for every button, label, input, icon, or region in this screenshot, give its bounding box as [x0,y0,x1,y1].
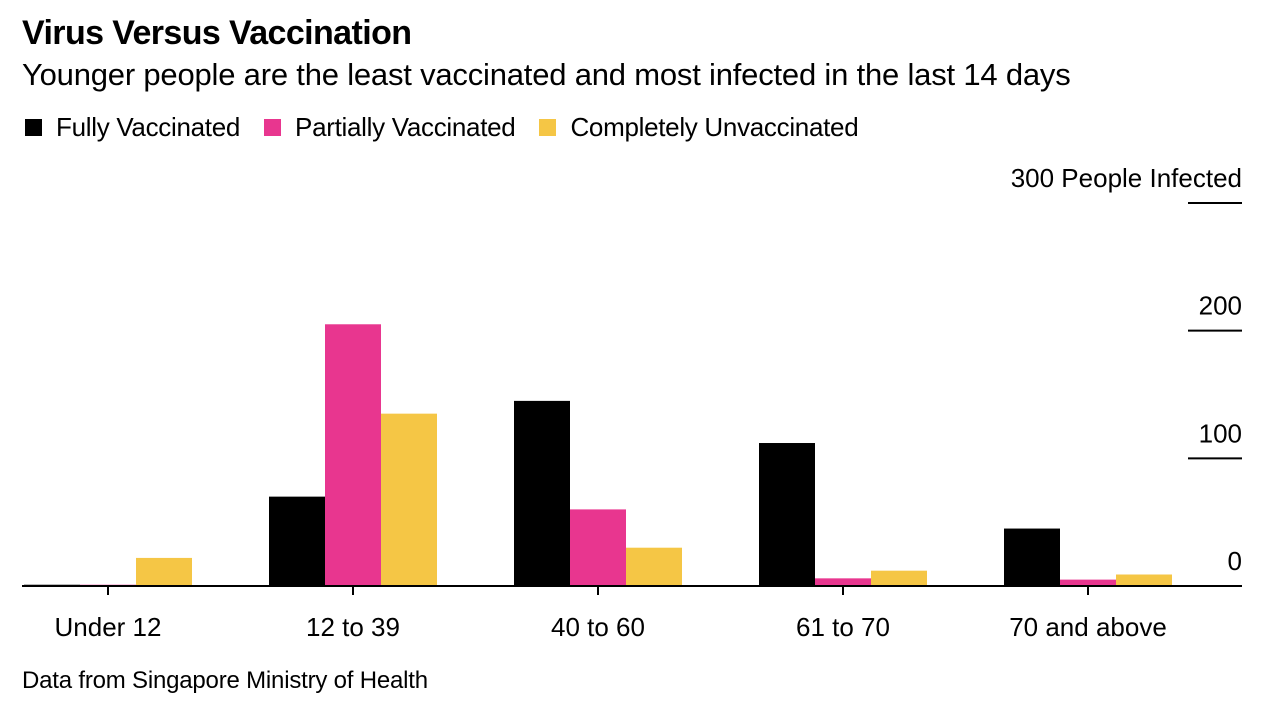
bar-completely-unvaccinated [136,557,192,586]
bar-fully-vaccinated [514,400,570,586]
bar-completely-unvaccinated [1116,574,1172,586]
x-tick-label: Under 12 [55,612,162,642]
bar-partially-vaccinated [815,578,871,586]
bar-group [759,443,927,586]
bar-completely-unvaccinated [626,547,682,586]
bar-fully-vaccinated [269,496,325,586]
x-tick-label: 70 and above [1009,612,1167,642]
bar-completely-unvaccinated [871,570,927,586]
chart-subtitle: Younger people are the least vaccinated … [22,57,1071,92]
legend-item-completely-unvaccinated: Completely Unvaccinated [539,112,859,143]
legend-label: Partially Vaccinated [295,112,516,142]
y-axis: 0 100 200 300 People Infected [1011,163,1242,576]
x-tick-label: 12 to 39 [306,612,400,642]
legend: Fully Vaccinated Partially Vaccinated Co… [25,112,882,143]
x-tick-label: 40 to 60 [551,612,645,642]
bar-partially-vaccinated [1060,579,1116,586]
bar-group [1004,528,1172,586]
legend-label: Completely Unvaccinated [570,112,859,142]
bar-group [514,400,682,586]
legend-item-partially-vaccinated: Partially Vaccinated [264,112,516,143]
y-tick-label: 100 [1199,418,1242,448]
bar-partially-vaccinated [325,324,381,586]
bar-completely-unvaccinated [381,413,437,586]
legend-item-fully-vaccinated: Fully Vaccinated [25,112,240,143]
bar-group [269,324,437,586]
legend-swatch-partially-vaccinated [264,119,282,136]
bar-fully-vaccinated [759,443,815,586]
legend-swatch-fully-vaccinated [25,119,42,136]
y-tick-label: 0 [1228,546,1242,576]
chart-title: Virus Versus Vaccination [22,14,412,52]
y-tick-label: 200 [1199,291,1242,321]
bar-partially-vaccinated [570,509,626,586]
bar-group [24,557,192,586]
x-axis: Under 12 12 to 39 40 to 60 61 to 70 70 and a… [22,585,1242,642]
legend-swatch-completely-unvaccinated [539,119,557,136]
source-note: Data from Singapore Ministry of Health [22,667,428,694]
legend-label: Fully Vaccinated [56,112,241,142]
bars [24,324,1172,586]
bar-fully-vaccinated [1004,528,1060,586]
y-tick-label: 300 People Infected [1011,163,1242,193]
x-tick-label: 61 to 70 [796,612,890,642]
